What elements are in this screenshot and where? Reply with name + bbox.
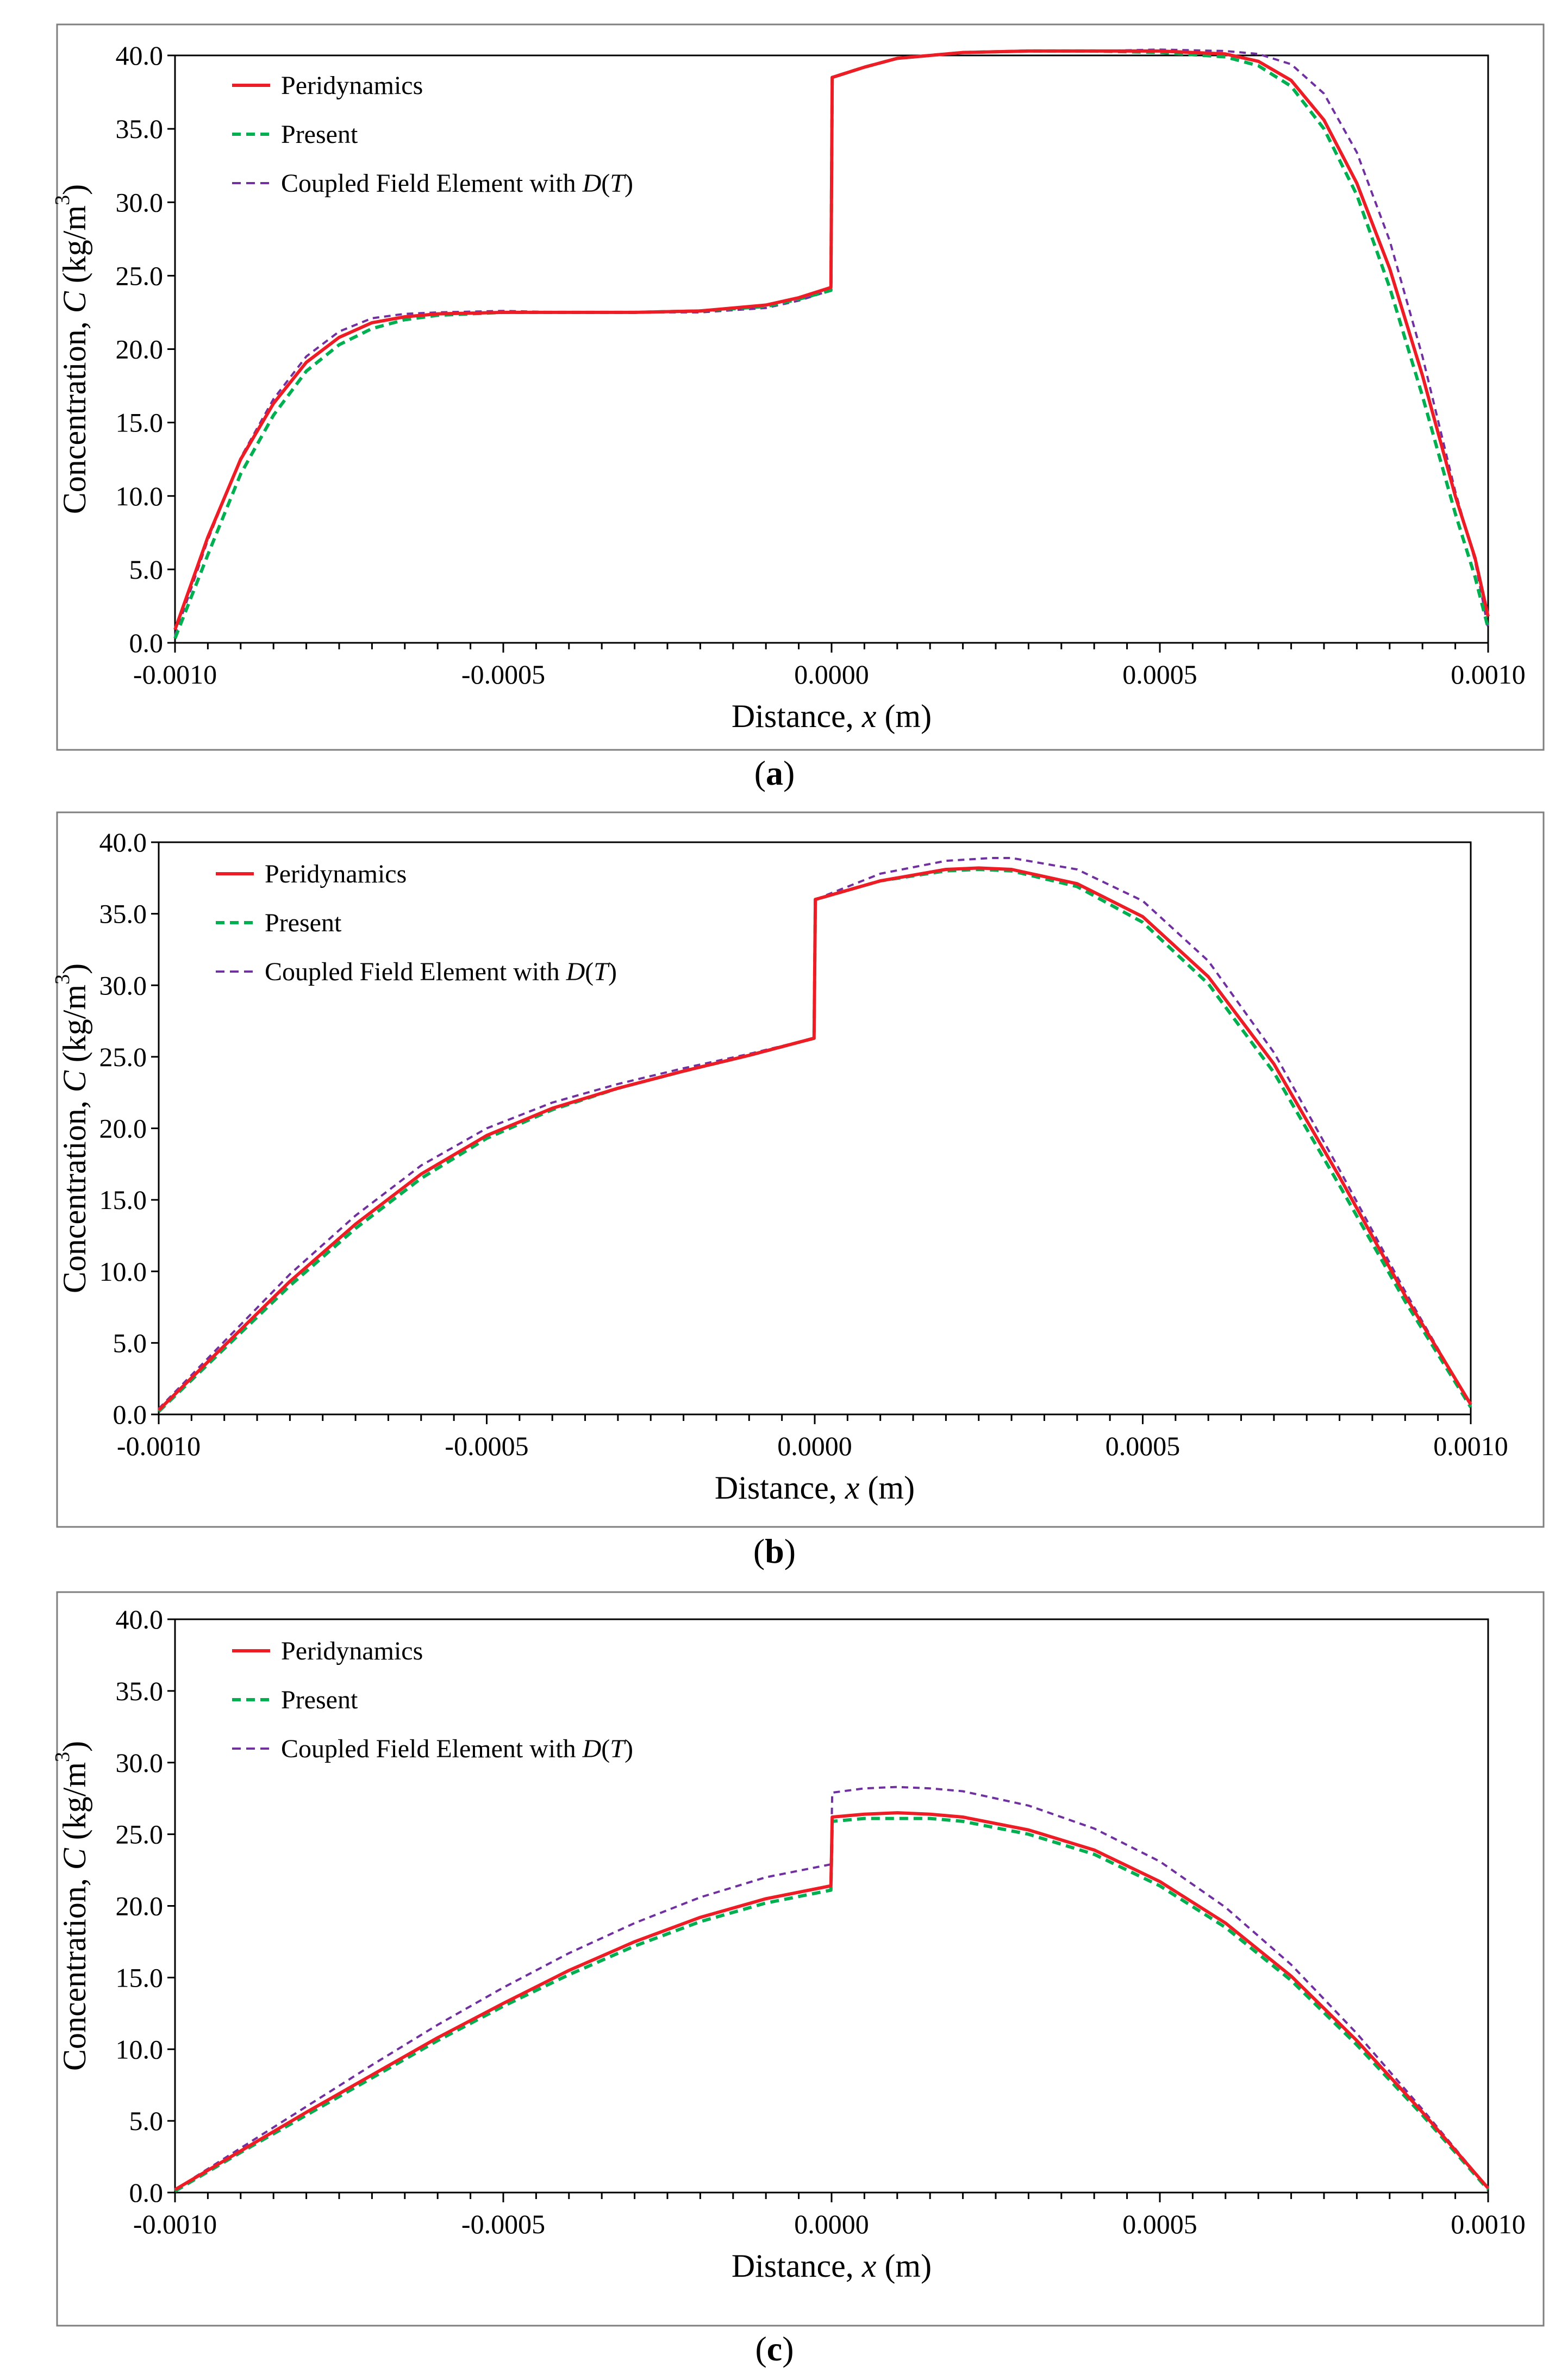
legend-label-peridynamics: Peridynamics	[265, 860, 407, 888]
x-axis-label: Distance, x (m)	[732, 2248, 932, 2284]
series-line-coupled	[158, 857, 1472, 1410]
y-tick-label: 40.0	[116, 1604, 164, 1634]
y-tick-label: 35.0	[99, 899, 147, 929]
chart-a: 0.0 5.0 10.0 15.0 20.0 25.0 30.0 35.0 40.0 -0.001…	[51, 23, 1545, 751]
y-axis-label: Concentration, C (kg/m3)	[51, 1741, 92, 2071]
y-tick-label: 20.0	[116, 1891, 164, 1921]
panel-label-b: (b)	[753, 1532, 796, 1570]
x-tick-label: 0.0010	[1433, 1431, 1508, 1461]
y-tick-label: 30.0	[116, 187, 164, 217]
y-tick-label: 20.0	[99, 1113, 147, 1144]
y-axis-label: Concentration, C (kg/m3)	[51, 184, 92, 514]
x-axis-label: Distance, x (m)	[715, 1470, 915, 1506]
x-tick-label: 0.0010	[1451, 659, 1526, 690]
y-tick-label: 30.0	[99, 970, 147, 1000]
series-line-coupled	[174, 1786, 1489, 2191]
y-tick-label: 15.0	[116, 1962, 164, 1993]
y-tick-label: 10.0	[116, 481, 164, 511]
x-tick-label: 0.0005	[1105, 1431, 1181, 1461]
legend-label-coupled: Coupled Field Element with D(T)	[281, 169, 633, 198]
x-tick-label: -0.0005	[445, 1431, 528, 1461]
series-line-peridynamics	[157, 866, 1472, 1412]
y-tick-label: 15.0	[99, 1185, 147, 1215]
x-tick-label: 0.0000	[794, 2209, 869, 2239]
y-tick-label: 40.0	[116, 40, 164, 71]
legend-label-peridynamics: Peridynamics	[281, 1637, 423, 1665]
chart-panel-b: 0.0 5.0 10.0 15.0 20.0 25.0 30.0 35.0 40.0 -0.001…	[0, 799, 1549, 1581]
legend-label-present: Present	[281, 120, 358, 149]
legend-label-present: Present	[281, 1686, 358, 1714]
chart-frame	[56, 23, 1545, 751]
y-tick-label: 25.0	[116, 260, 164, 291]
y-tick-label: 0.0	[129, 2177, 164, 2208]
x-axis-label: Distance, x (m)	[732, 698, 932, 734]
y-tick-label: 40.0	[99, 827, 147, 857]
y-tick-label: 0.0	[129, 628, 164, 658]
y-axis-label: Concentration, C (kg/m3)	[51, 963, 92, 1293]
y-tick-label: 35.0	[116, 114, 164, 144]
y-tick-label: 25.0	[116, 1819, 164, 1850]
y-tick-label: 0.0	[113, 1399, 147, 1430]
chart-panel-a: 0.0 5.0 10.0 15.0 20.0 25.0 30.0 35.0 40.0 -0.001…	[0, 0, 1549, 799]
y-tick-label: 5.0	[129, 554, 164, 585]
chart-b: 0.0 5.0 10.0 15.0 20.0 25.0 30.0 35.0 40.0 -0.001…	[51, 811, 1545, 1528]
x-tick-label: -0.0010	[117, 1431, 201, 1461]
y-tick-label: 10.0	[116, 2034, 164, 2064]
x-tick-label: 0.0000	[777, 1431, 852, 1461]
panel-label-c: (c)	[755, 2329, 794, 2368]
plot-area	[174, 1618, 1489, 2194]
x-tick-label: 0.0000	[794, 659, 869, 690]
legend-label-present: Present	[265, 909, 342, 937]
x-tick-label: -0.0005	[461, 2209, 545, 2239]
panel-label-a: (a)	[754, 754, 795, 792]
x-tick-label: 0.0010	[1451, 2209, 1526, 2239]
y-tick-label: 15.0	[116, 408, 164, 438]
y-tick-label: 20.0	[116, 334, 164, 365]
x-tick-label: -0.0010	[133, 2209, 217, 2239]
y-tick-label: 5.0	[129, 2106, 164, 2136]
y-tick-label: 25.0	[99, 1042, 147, 1072]
x-tick-label: -0.0010	[133, 659, 217, 690]
y-tick-label: 30.0	[116, 1748, 164, 1778]
series-line-present	[174, 1817, 1490, 2193]
legend-label-coupled: Coupled Field Element with D(T)	[281, 1734, 633, 1763]
x-tick-label: 0.0005	[1122, 659, 1197, 690]
y-tick-label: 10.0	[99, 1256, 147, 1287]
series-line-peridynamics	[173, 49, 1490, 630]
legend-label-peridynamics: Peridynamics	[281, 71, 423, 100]
chart-panel-c: 0.0 5.0 10.0 15.0 20.0 25.0 30.0 35.0 40.0 -0.001…	[0, 1581, 1549, 2380]
legend-label-coupled: Coupled Field Element with D(T)	[265, 957, 617, 986]
y-tick-label: 5.0	[113, 1327, 147, 1358]
chart-frame	[56, 811, 1545, 1528]
chart-c: 0.0 5.0 10.0 15.0 20.0 25.0 30.0 35.0 40.0 -0.001…	[51, 1591, 1545, 2327]
x-tick-label: -0.0005	[461, 659, 545, 690]
series-line-peridynamics	[174, 1811, 1490, 2191]
chart-frame	[56, 1591, 1545, 2327]
x-tick-label: 0.0005	[1122, 2209, 1197, 2239]
y-tick-label: 35.0	[116, 1676, 164, 1706]
